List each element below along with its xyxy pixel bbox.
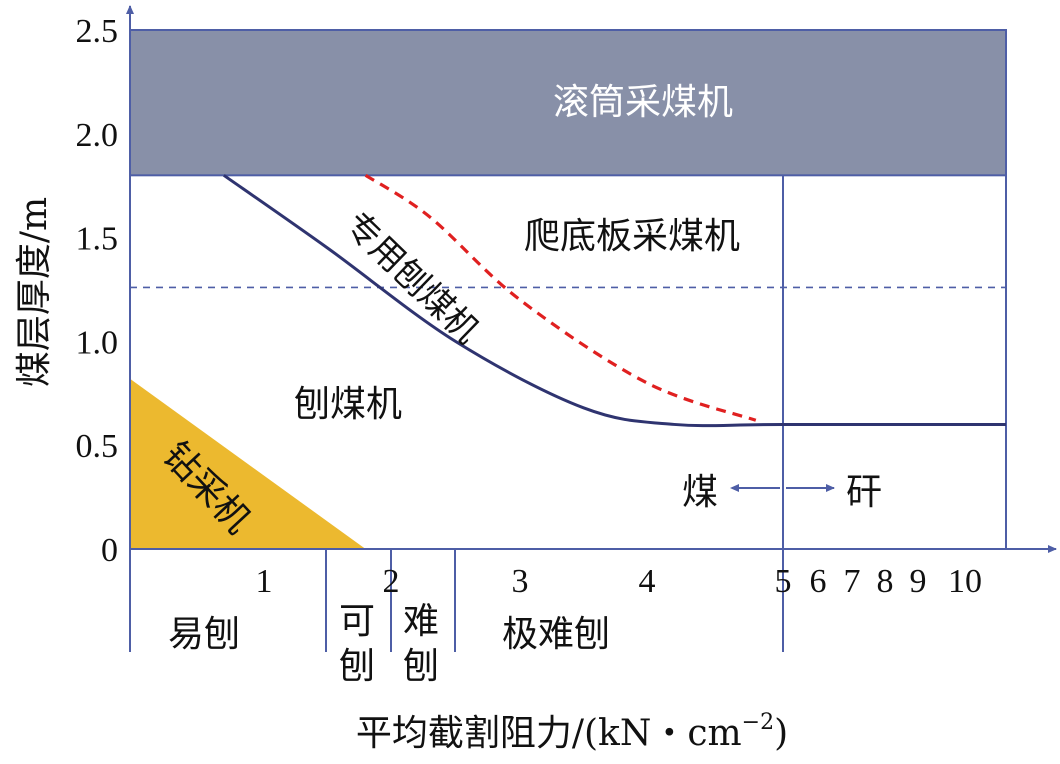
coal-label: 煤 bbox=[682, 472, 718, 513]
x-tick-label: 7 bbox=[844, 563, 861, 600]
x-axis-title-sup: −2 bbox=[742, 710, 774, 735]
x-tick-label: 8 bbox=[877, 563, 894, 600]
category-hard-line1: 难 bbox=[403, 601, 439, 642]
category-able-line1: 可 bbox=[339, 601, 375, 642]
x-tick-label: 4 bbox=[639, 563, 656, 600]
x-axis-title-close: ) bbox=[774, 713, 788, 754]
category-dividers bbox=[325, 550, 456, 652]
floor-shearer-label: 爬底板采煤机 bbox=[524, 216, 740, 257]
drill-miner-region bbox=[130, 378, 366, 549]
y-tick-label: 2.5 bbox=[76, 13, 119, 50]
x-tick-label: 3 bbox=[512, 563, 529, 600]
x-tick-label: 2 bbox=[383, 563, 400, 600]
x-tick-labels: 1 2 3 4 5 6 7 8 9 10 bbox=[256, 563, 983, 600]
x-tick-label: 10 bbox=[948, 563, 982, 600]
y-tick-label: 1.5 bbox=[76, 221, 119, 258]
plough-boundary-line bbox=[222, 174, 1006, 428]
x-tick-label: 5 bbox=[775, 563, 792, 600]
special-plough-boundary-line bbox=[364, 173, 757, 422]
x-tick-label: 9 bbox=[910, 563, 927, 600]
category-able-line2: 刨 bbox=[339, 646, 375, 687]
drum-shearer-label: 滚筒采煤机 bbox=[553, 82, 733, 123]
drum-shearer-region bbox=[129, 29, 1007, 177]
y-tick-label: 2.0 bbox=[76, 117, 119, 154]
x-axis-title: 平均截割阻力/(kN・cm−2) bbox=[356, 710, 788, 754]
y-tick-labels: 0 0.5 1.0 1.5 2.0 2.5 bbox=[76, 13, 119, 569]
y-tick-label: 1.0 bbox=[76, 324, 119, 361]
x-axis-title-main: 平均截割阻力/(kN・cm bbox=[356, 713, 742, 754]
x-tick-label: 6 bbox=[810, 563, 827, 600]
plough-label: 刨煤机 bbox=[294, 384, 402, 425]
special-plough-label: 专用刨煤机 bbox=[337, 205, 487, 352]
x-tick-label: 1 bbox=[256, 563, 273, 600]
category-easy: 易刨 bbox=[168, 614, 240, 655]
category-very-hard: 极难刨 bbox=[502, 614, 610, 655]
y-tick-label: 0 bbox=[101, 532, 118, 569]
y-tick-label: 0.5 bbox=[76, 428, 119, 465]
rock-label: 矸 bbox=[846, 472, 882, 513]
category-hard-line2: 刨 bbox=[403, 646, 439, 687]
y-axis-title: 煤层厚度/m bbox=[14, 197, 55, 387]
